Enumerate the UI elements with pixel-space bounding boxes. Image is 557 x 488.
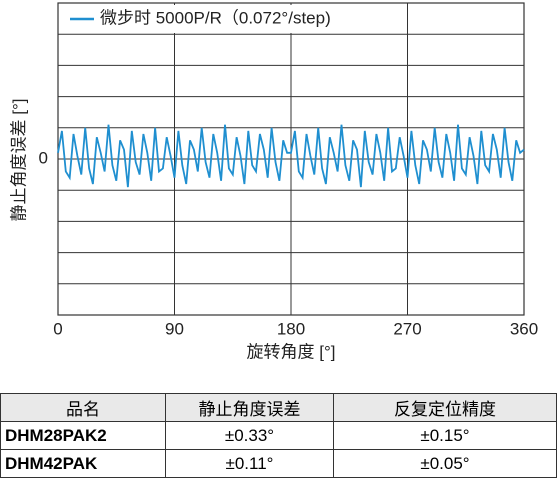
header-cell: 品名 <box>0 393 166 422</box>
cell: ±0.15° <box>333 421 557 450</box>
header-cell: 反复定位精度 <box>333 393 557 422</box>
legend-box <box>64 5 376 33</box>
x-tick-label: 0 <box>53 319 62 338</box>
x-tick-label: 360 <box>510 319 538 338</box>
cell: ±0.05° <box>333 449 557 478</box>
x-axis-label: 旋转角度 [°] <box>247 342 336 361</box>
x-tick-label: 180 <box>277 319 305 338</box>
chart: 静止角度误差 [°] 旋转角度 [°] 0 0 90 180 270 360 微步时 500… <box>9 2 538 361</box>
header-row: 品名 静止角度误差 反复定位精度 <box>0 393 557 422</box>
cell: ±0.33° <box>165 421 334 450</box>
legend-label: 微步时 5000P/R（0.072°/step) <box>100 8 331 27</box>
y-tick-label: 0 <box>39 148 48 167</box>
cell: DHM42PAK <box>0 449 166 478</box>
x-tick-label: 90 <box>165 319 184 338</box>
data-line <box>57 124 525 188</box>
spec-table: 品名 静止角度误差 反复定位精度 DHM28PAK2 ±0.33° ±0.15°… <box>0 393 557 478</box>
row: DHM28PAK2 ±0.33° ±0.15° <box>0 421 557 450</box>
header-cell: 静止角度误差 <box>165 393 334 422</box>
y-axis-label: 静止角度误差 [°] <box>9 99 28 222</box>
x-tick-label: 270 <box>393 319 421 338</box>
cell: ±0.11° <box>165 449 334 478</box>
row: DHM42PAK ±0.11° ±0.05° <box>0 449 557 478</box>
cell: DHM28PAK2 <box>0 421 166 450</box>
